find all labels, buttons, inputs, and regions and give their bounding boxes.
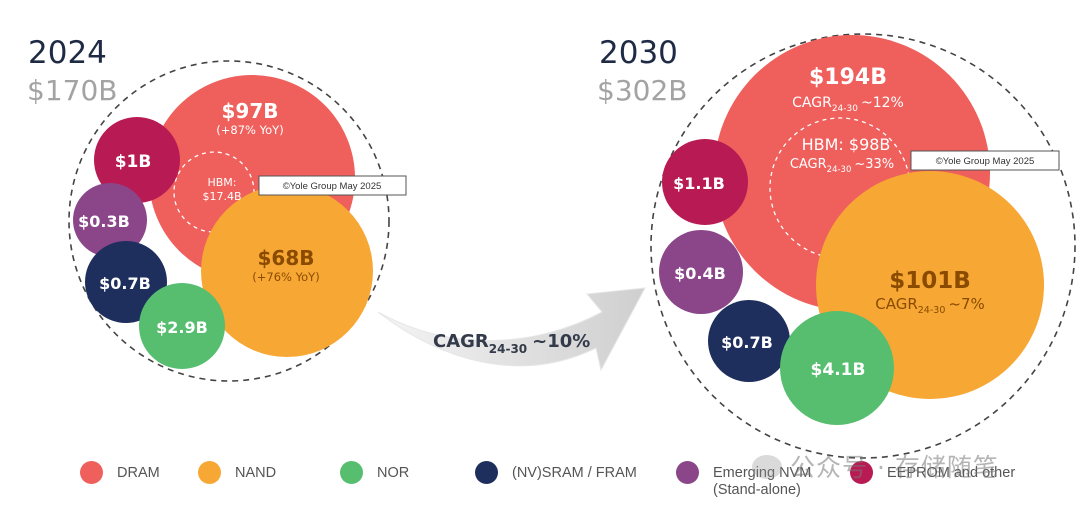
total-2030-label: $302B (597, 74, 687, 107)
outer-circle-2030 (650, 33, 1076, 459)
label-2024-nor: $2.9B (156, 318, 208, 337)
sub-2024-dram: (+87% YoY) (216, 123, 283, 137)
label-2024-sram: $0.7B (99, 274, 151, 293)
legend-label-nand: NAND (235, 465, 277, 481)
bubble-2024-emerging-nvm (73, 183, 147, 257)
label-2030-nand: $101B (889, 268, 971, 294)
legend-label-nor: NOR (377, 465, 410, 481)
total-2024-label: $170B (27, 74, 117, 107)
sub-2030-hbm: CAGR24-30 ~33% (790, 157, 894, 175)
source-note-2024: ©Yole Group May 2025 (283, 181, 382, 192)
legend-label-dram: DRAM (117, 465, 160, 481)
label-2030-sram: $0.7B (721, 333, 773, 352)
watermark-text: 公众号 · 存储随笔 (790, 453, 999, 482)
legend-swatch-dram (80, 461, 103, 484)
label-2030-emerging-nvm: $0.4B (674, 264, 726, 283)
legend: DRAM NAND NOR (NV)SRAM / FRAM Emerging N… (0, 456, 1080, 512)
year-2024-label: 2024 (28, 35, 107, 71)
source-note-box-2024 (258, 175, 407, 196)
bubble-2024-nand (201, 185, 373, 357)
legend-swatch-nor (340, 461, 363, 484)
label-2030-hbm: HBM: $98B (802, 135, 891, 154)
bubble-2030-nor (780, 311, 894, 425)
arrow-cagr-label: CAGR24-30 ~10% (433, 331, 590, 356)
legend-item-emerging-nvm: Emerging NVM (Stand-alone) (676, 456, 811, 499)
label-2030-nor: $4.1B (811, 360, 866, 380)
legend-label-emerging-nvm-line2: (Stand-alone) (713, 482, 801, 498)
bubble-2024-eeprom (94, 117, 180, 203)
legend-item-dram: DRAM (80, 456, 160, 484)
label-2030-eeprom: $1.1B (673, 174, 725, 193)
label-2024-hbm-line2: $17.4B (202, 190, 241, 203)
wechat-icon (752, 455, 782, 479)
bubble-2030-eeprom (662, 139, 748, 225)
label-2024-hbm-line1: HBM: (207, 176, 236, 189)
legend-item-eeprom: EEPROM and other (850, 456, 1015, 484)
watermark: 公众号 · 存储随笔 (752, 448, 999, 484)
legend-label-eeprom: EEPROM and other (887, 465, 1016, 481)
legend-swatch-nand (198, 461, 221, 484)
growth-arrow (377, 287, 646, 372)
bubble-2030-emerging-nvm (659, 230, 743, 314)
outer-circle-2024 (68, 60, 390, 382)
legend-item-sram: (NV)SRAM / FRAM (475, 456, 637, 484)
legend-item-nor: NOR (340, 456, 409, 484)
legend-swatch-emerging-nvm (676, 461, 699, 484)
bubble-2024-nor (139, 283, 225, 369)
legend-label-emerging-nvm: Emerging NVM (Stand-alone) (713, 456, 811, 499)
source-note-box-2030 (910, 150, 1060, 171)
year-2030-label: 2030 (599, 35, 678, 71)
sub-2030-dram: CAGR24-30 ~12% (792, 95, 904, 114)
label-2024-nand: $68B (258, 246, 315, 270)
source-note-2030: ©Yole Group May 2025 (936, 156, 1035, 167)
label-2024-eeprom: $1B (115, 152, 152, 172)
legend-swatch-sram (475, 461, 498, 484)
sub-2024-nand: (+76% YoY) (252, 270, 319, 284)
legend-label-emerging-nvm-line1: Emerging NVM (713, 465, 812, 481)
legend-swatch-eeprom (850, 461, 873, 484)
label-2024-emerging-nvm: $0.3B (78, 212, 130, 231)
label-2030-dram: $194B (809, 65, 887, 90)
legend-label-sram: (NV)SRAM / FRAM (512, 465, 637, 481)
bubble-2030-sram (708, 300, 790, 382)
legend-item-nand: NAND (198, 456, 276, 484)
sub-2030-nand: CAGR24-30 ~7% (875, 295, 985, 316)
label-2024-dram: $97B (222, 99, 279, 123)
